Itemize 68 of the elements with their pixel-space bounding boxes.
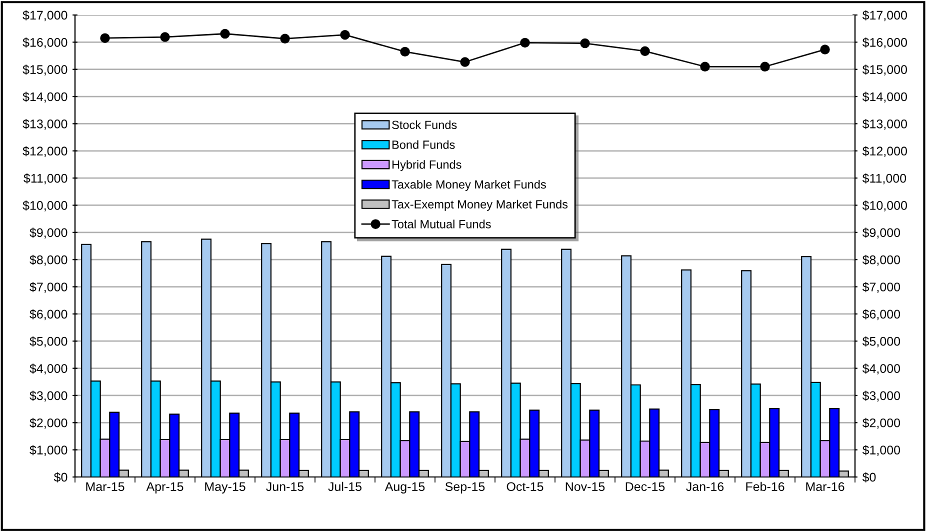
y-tick-label: $7,000 [30,282,68,293]
y-tick-label: $0 [54,472,68,482]
point [220,28,230,39]
x-tick-label: Nov-15 [566,482,605,492]
y-tick-label: $13,000 [22,118,68,130]
point [820,44,830,54]
x-tick-label: Dec-15 [626,482,665,492]
x-tick-label: Aug-15 [384,482,425,494]
legend-label: Stock Funds [392,120,457,130]
legend-label: Bond Funds [392,140,455,149]
point [580,38,590,48]
point [400,46,410,57]
legend-label: Taxable Money Market Funds [392,180,546,191]
point [640,46,650,56]
y-tick-label: $12,000 [22,146,68,158]
y-tick-label: $15,000 [22,64,68,76]
legend-label: Total Mutual Funds [392,220,491,228]
y2-tick-label: $3,000 [862,390,900,402]
x-tick-label: Sep-15 [445,482,485,494]
y2-tick-label: $7,000 [862,282,900,293]
x-tick-label: Jan-16 [686,482,724,492]
point [520,38,530,48]
point [160,32,170,42]
y2-tick-label: $13,000 [862,118,907,130]
point [340,30,350,40]
point [280,34,290,44]
y2-tick-label: $6,000 [862,309,900,320]
x-tick-label: Oct-15 [506,482,544,492]
legend-label: Tax-Exempt Money Market Funds [392,200,568,211]
x-tick-label: Jul-15 [328,482,362,492]
y2-tick-label: $16,000 [862,37,907,48]
y2-tick-label: $12,000 [862,146,907,158]
y-tick-label: $5,000 [30,336,68,348]
legend-label: Hybrid Funds [392,160,462,172]
y2-tick-label: $8,000 [862,254,900,266]
y2-tick-label: $5,000 [862,336,900,348]
y2-tick-label: $4,000 [862,364,900,374]
y2-tick-label: $11,000 [862,173,906,184]
y-tick-label: $1,000 [30,445,68,456]
y2-tick-label: $9,000 [862,228,900,239]
y-tick-label: $4,000 [30,364,68,374]
y-tick-label: $9,000 [30,228,68,239]
y2-tick-label: $0 [862,472,876,482]
y2-tick-label: $17,000 [862,10,907,22]
y-tick-label: $8,000 [30,254,68,266]
y-tick-label: $16,000 [22,37,68,48]
x-tick-label: Apr-15 [146,482,184,494]
x-tick-label: May-15 [205,482,246,494]
point [460,57,470,67]
x-tick-label: Jun-15 [266,482,304,492]
point [100,33,110,43]
y-tick-label: $17,000 [22,10,68,22]
y-tick-label: $6,000 [30,309,68,320]
y2-tick-label: $10,000 [862,200,907,212]
y-tick-label: $11,000 [24,173,68,184]
y2-tick-label: $14,000 [862,92,907,103]
x-tick-label: Mar-16 [806,482,844,492]
x-tick-label: Mar-15 [86,482,124,492]
y-tick-label: $2,000 [30,418,68,429]
x-tick-label: Feb-16 [746,482,784,492]
point [700,62,710,72]
y2-tick-label: $1,000 [862,445,900,456]
y-tick-label: $14,000 [22,92,68,103]
point [760,62,770,72]
y2-tick-label: $15,000 [862,64,907,76]
y-tick-label: $10,000 [22,200,68,212]
y-tick-label: $3,000 [30,390,68,402]
y2-tick-label: $2,000 [862,418,900,429]
